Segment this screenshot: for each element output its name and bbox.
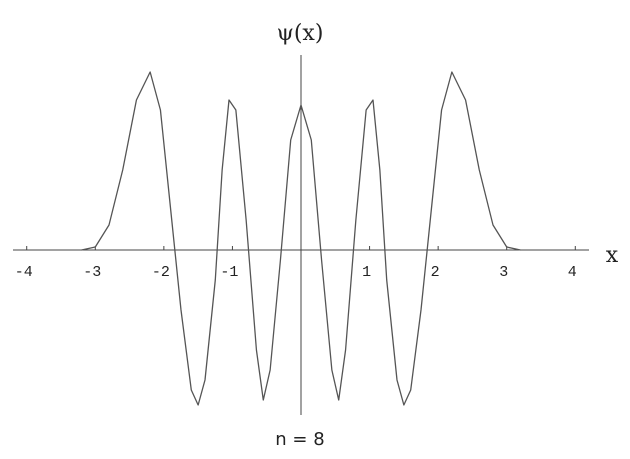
x-tick-label: 2 bbox=[431, 264, 440, 281]
x-tick-label: 4 bbox=[568, 264, 577, 281]
curve bbox=[81, 71, 521, 406]
x-tick-label: 3 bbox=[499, 264, 508, 281]
x-tick-label: 1 bbox=[362, 264, 371, 281]
x-axis-label: x bbox=[606, 243, 619, 268]
chart-title: ψ(x) bbox=[277, 21, 324, 46]
x-tick-label: -3 bbox=[83, 264, 101, 281]
x-tick-label: -2 bbox=[152, 264, 170, 281]
x-tick-label: -4 bbox=[15, 264, 33, 281]
caption: n = 8 bbox=[275, 429, 324, 450]
x-tick-label: -1 bbox=[220, 264, 238, 281]
